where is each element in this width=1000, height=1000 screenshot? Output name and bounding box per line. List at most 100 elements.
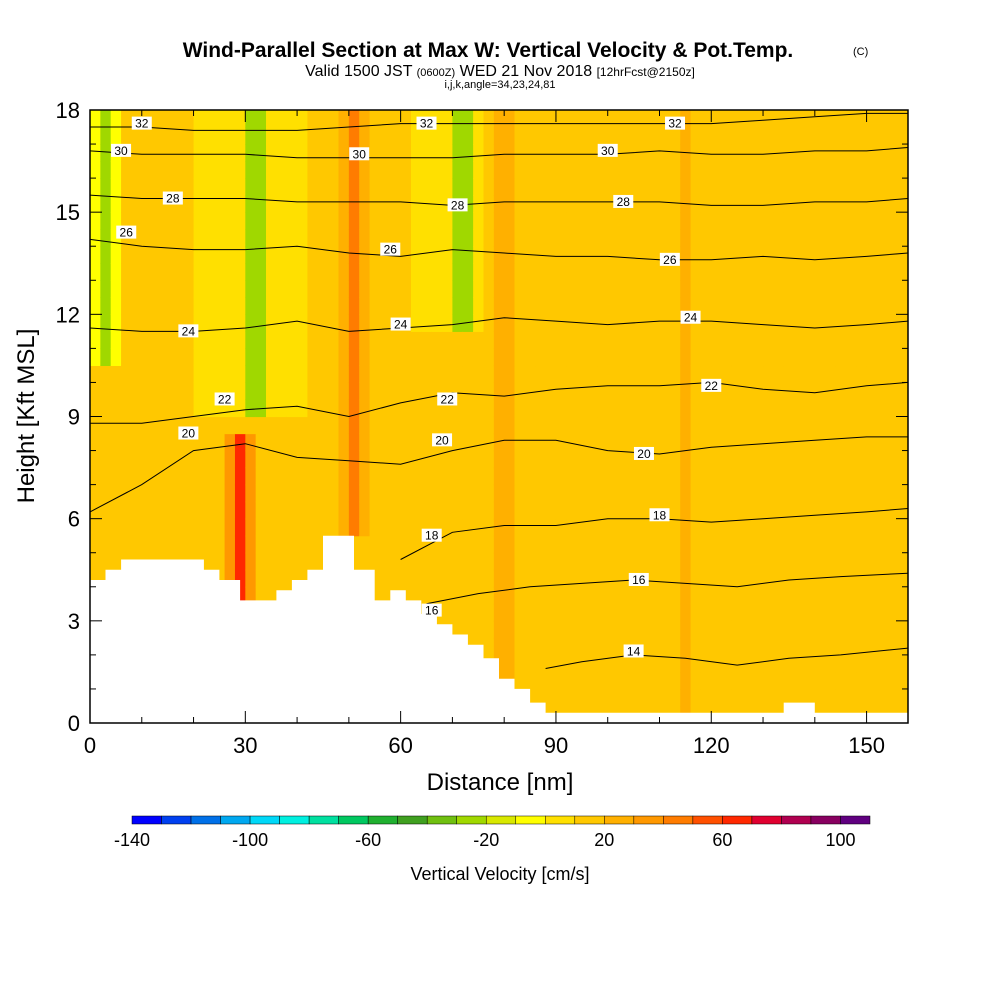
velocity-cell	[379, 433, 391, 452]
velocity-cell	[131, 518, 143, 537]
velocity-cell	[317, 433, 329, 452]
velocity-cell	[266, 161, 277, 179]
velocity-cell	[845, 654, 857, 673]
velocity-cell	[887, 110, 899, 128]
velocity-cell	[700, 620, 712, 639]
velocity-cell	[783, 484, 795, 503]
velocity-cell	[245, 535, 257, 554]
colorbar-swatch	[840, 815, 871, 825]
velocity-cell	[597, 535, 609, 554]
velocity-cell	[224, 314, 236, 332]
velocity-cell	[721, 501, 733, 520]
velocity-cell	[566, 671, 578, 690]
velocity-cell	[234, 433, 246, 452]
x-tick-label: 0	[84, 733, 96, 758]
velocity-cell	[555, 178, 567, 196]
velocity-cell	[721, 535, 733, 554]
velocity-cell	[866, 518, 878, 537]
velocity-cell	[866, 552, 878, 571]
velocity-cell	[649, 178, 661, 196]
velocity-cell	[245, 314, 257, 332]
velocity-cell	[897, 467, 908, 486]
colorbar-tick-label: -140	[114, 830, 150, 850]
velocity-cell	[618, 178, 630, 196]
velocity-cell	[152, 484, 164, 503]
velocity-cell	[649, 195, 661, 213]
velocity-cell	[700, 569, 712, 588]
velocity-cell	[597, 280, 609, 298]
velocity-cell	[359, 246, 371, 264]
velocity-cell	[897, 365, 908, 384]
velocity-cell	[483, 212, 495, 230]
velocity-cell	[203, 178, 215, 196]
velocity-cell	[245, 297, 257, 315]
velocity-cell	[535, 365, 547, 384]
velocity-cell	[473, 433, 485, 452]
velocity-cell	[493, 229, 505, 247]
velocity-cell	[866, 263, 878, 281]
velocity-cell	[866, 433, 878, 452]
velocity-cell	[711, 671, 723, 690]
velocity-cell	[100, 365, 112, 384]
velocity-cell	[255, 433, 267, 452]
velocity-cell	[742, 552, 754, 571]
velocity-cell	[638, 399, 650, 418]
velocity-cell	[680, 161, 692, 179]
velocity-cell	[690, 416, 702, 435]
theta-label-bg	[649, 508, 670, 522]
theta-label-bg	[437, 392, 458, 406]
velocity-cell	[876, 688, 888, 707]
velocity-cell	[587, 178, 598, 196]
velocity-cell	[876, 178, 888, 196]
velocity-cell	[431, 569, 443, 588]
velocity-cell	[297, 416, 309, 435]
velocity-cell	[100, 297, 112, 315]
velocity-cell	[711, 127, 723, 145]
velocity-cell	[224, 535, 236, 554]
theta-label-text: 20	[435, 433, 449, 447]
velocity-cell	[234, 586, 246, 605]
velocity-cell	[752, 229, 764, 247]
terrain	[90, 535, 908, 723]
velocity-cell	[214, 399, 226, 418]
velocity-cell	[825, 382, 837, 401]
theta-label-bg	[162, 191, 183, 205]
velocity-cell	[172, 212, 184, 230]
velocity-cell	[255, 297, 267, 315]
velocity-cell	[348, 161, 360, 179]
velocity-cell	[535, 195, 547, 213]
velocity-cell	[825, 501, 837, 520]
velocity-cell	[866, 535, 878, 554]
velocity-cell	[328, 518, 340, 537]
velocity-cell	[431, 467, 443, 486]
velocity-cell	[338, 450, 350, 469]
velocity-cell	[162, 399, 174, 418]
velocity-cell	[266, 348, 277, 367]
velocity-cell	[514, 382, 526, 401]
velocity-cell	[835, 603, 847, 622]
velocity-cell	[659, 127, 671, 145]
velocity-cell	[856, 314, 868, 332]
velocity-cell	[566, 501, 578, 520]
theta-label-text: 30	[601, 144, 615, 158]
velocity-cell	[379, 535, 391, 554]
velocity-cell	[193, 246, 205, 264]
velocity-cell	[514, 467, 526, 486]
velocity-cell	[266, 263, 277, 281]
theta-label-bg	[665, 116, 686, 130]
velocity-cell	[638, 246, 650, 264]
velocity-cell	[234, 535, 246, 554]
velocity-cell	[483, 399, 495, 418]
velocity-cell	[825, 416, 837, 435]
velocity-cell	[390, 195, 402, 213]
velocity-cell	[379, 365, 391, 384]
velocity-cell	[835, 535, 847, 554]
velocity-cell	[255, 382, 267, 401]
velocity-cell	[876, 365, 888, 384]
velocity-cell	[307, 535, 319, 554]
velocity-cell	[162, 467, 174, 486]
velocity-cell	[545, 518, 557, 537]
velocity-cell	[172, 178, 184, 196]
velocity-cell	[825, 654, 837, 673]
velocity-cell	[669, 161, 681, 179]
